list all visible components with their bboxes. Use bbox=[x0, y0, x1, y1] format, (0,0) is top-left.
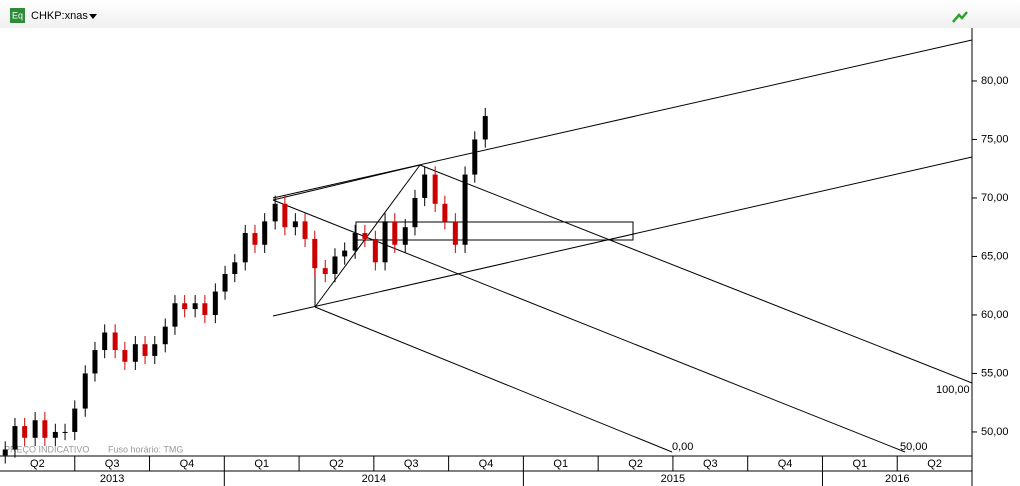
candle-body bbox=[62, 431, 68, 433]
quarter-label: Q3 bbox=[105, 458, 120, 470]
quarter-label: Q4 bbox=[180, 458, 195, 470]
candle-body bbox=[462, 174, 468, 245]
candle-body bbox=[212, 291, 218, 315]
quarter-label: Q4 bbox=[778, 458, 793, 470]
candle-body bbox=[192, 303, 198, 310]
pitchfork-line bbox=[272, 164, 421, 201]
candle-body bbox=[222, 274, 228, 292]
candle-body bbox=[102, 332, 108, 351]
candle-body bbox=[412, 197, 418, 228]
quarter-label: Q3 bbox=[703, 458, 718, 470]
candle-body bbox=[132, 344, 138, 362]
pitchfork-line bbox=[272, 156, 973, 317]
candle-body bbox=[42, 420, 48, 438]
candle-body bbox=[52, 431, 58, 438]
candle-body bbox=[152, 344, 158, 356]
candle-body bbox=[82, 373, 88, 409]
pitchfork-label: 0,00 bbox=[672, 441, 693, 453]
year-label: 2015 bbox=[661, 473, 685, 485]
candles bbox=[2, 107, 488, 464]
candle-body bbox=[252, 233, 258, 245]
symbol[interactable]: CHKP:xnas bbox=[31, 10, 88, 22]
y-tick-label: 70,00 bbox=[981, 192, 1009, 204]
candle-body bbox=[322, 268, 328, 275]
pitchfork-line bbox=[419, 164, 973, 384]
candle-body bbox=[202, 303, 208, 315]
quarter-label: Q1 bbox=[553, 458, 568, 470]
dropdown-arrow[interactable] bbox=[89, 14, 97, 19]
quarter-label: Q2 bbox=[927, 458, 942, 470]
candle-body bbox=[452, 221, 458, 245]
candle-body bbox=[442, 203, 448, 222]
pitchfork-label: 100,00 bbox=[936, 384, 970, 396]
candle-body bbox=[182, 303, 188, 310]
candle-body bbox=[302, 221, 308, 239]
pitchfork-line bbox=[272, 199, 906, 453]
icon-text: Eq bbox=[12, 10, 23, 20]
pitchfork-line bbox=[314, 306, 673, 453]
quarter-label: Q1 bbox=[853, 458, 868, 470]
candle-body bbox=[242, 233, 248, 263]
pitchfork-label: 50,00 bbox=[900, 441, 928, 453]
candle-body bbox=[342, 250, 348, 257]
candle-body bbox=[432, 174, 438, 204]
pitchfork-line bbox=[314, 164, 421, 308]
candle-body bbox=[92, 350, 98, 374]
quarter-label: Q4 bbox=[479, 458, 494, 470]
candle-body bbox=[162, 326, 168, 345]
year-label: 2014 bbox=[362, 473, 386, 485]
candle-body bbox=[482, 116, 488, 140]
candle-body bbox=[12, 426, 18, 450]
quarter-label: Q2 bbox=[628, 458, 643, 470]
candle-body bbox=[2, 449, 8, 456]
candle-body bbox=[312, 238, 318, 269]
symbol-icon[interactable] bbox=[10, 8, 25, 23]
candle-body bbox=[122, 350, 128, 362]
candle-body bbox=[32, 420, 38, 438]
candle-body bbox=[282, 203, 288, 228]
candle-body bbox=[232, 262, 238, 275]
y-tick-label: 75,00 bbox=[981, 133, 1009, 145]
candle-body bbox=[172, 303, 178, 327]
candle-body bbox=[382, 221, 388, 263]
candle-body bbox=[332, 256, 338, 275]
y-tick-label: 55,00 bbox=[981, 367, 1009, 379]
pitchfork: 0,00 50,00 100,00 bbox=[272, 39, 973, 453]
candle-body bbox=[142, 344, 148, 356]
candle-body bbox=[112, 332, 118, 351]
candle-body bbox=[402, 227, 408, 245]
price-note: PREÇO INDICATIVO bbox=[4, 444, 89, 454]
y-tick-label: 50,00 bbox=[981, 426, 1009, 438]
candle-body bbox=[472, 139, 478, 175]
quarter-label: Q2 bbox=[329, 458, 344, 470]
toolbar bbox=[0, 0, 1020, 28]
candle-body bbox=[72, 408, 78, 432]
candle-body bbox=[362, 233, 368, 239]
y-tick-label: 60,00 bbox=[981, 309, 1009, 321]
candle-body bbox=[392, 221, 398, 245]
candle-body bbox=[372, 238, 378, 263]
y-tick-label: 80,00 bbox=[981, 75, 1009, 87]
quarter-label: Q3 bbox=[404, 458, 419, 470]
rectangle-drawing bbox=[355, 221, 634, 241]
quarter-label: Q1 bbox=[254, 458, 269, 470]
candle-body bbox=[422, 174, 428, 198]
quarter-label: Q2 bbox=[30, 458, 45, 470]
candle-body bbox=[262, 221, 268, 245]
timezone: Fuso horário: TMG bbox=[108, 444, 183, 454]
y-tick-label: 65,00 bbox=[981, 250, 1009, 262]
year-label: 2016 bbox=[885, 473, 909, 485]
trend-icon[interactable] bbox=[952, 11, 968, 23]
candle-body bbox=[352, 233, 358, 251]
candle-body bbox=[292, 221, 298, 228]
candle-body bbox=[272, 203, 278, 222]
pitchfork-line bbox=[272, 39, 973, 199]
year-label: 2013 bbox=[100, 473, 124, 485]
candle-body bbox=[22, 426, 28, 438]
